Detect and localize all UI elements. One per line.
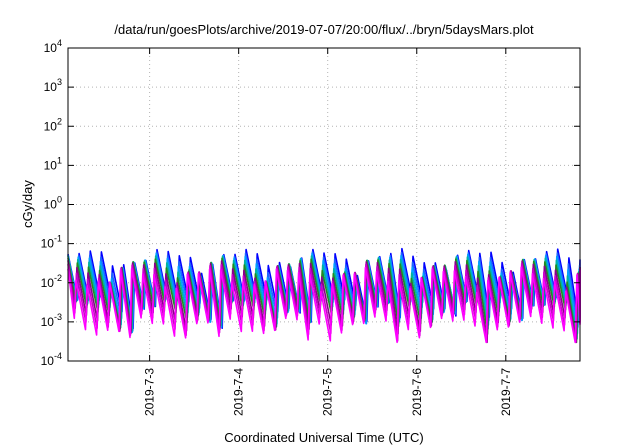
y-axis: 10-4 10-3 10-2 10-1 100 101 102 103 104 xyxy=(41,38,580,368)
y-tick-label: 100 xyxy=(44,195,62,212)
x-axis: 2019-7-3 2019-7-4 2019-7-5 2019-7-6 2019-7-7 xyxy=(143,48,513,416)
y-tick-label: 10-4 xyxy=(41,351,62,368)
y-tick-label: 104 xyxy=(44,38,62,55)
chart-title: /data/run/goesPlots/archive/2019-07-07/2… xyxy=(114,22,534,37)
x-tick-label: 2019-7-6 xyxy=(410,368,424,416)
x-tick-label: 2019-7-4 xyxy=(232,368,246,416)
y-tick-label: 10-2 xyxy=(41,273,62,290)
series-layer xyxy=(67,247,581,344)
x-tick-label: 2019-7-3 xyxy=(143,368,157,416)
y-tick-label: 101 xyxy=(44,155,62,172)
x-tick-label: 2019-7-5 xyxy=(321,368,335,416)
x-axis-label: Coordinated Universal Time (UTC) xyxy=(224,430,423,445)
series-line xyxy=(67,266,581,344)
y-tick-label: 10-3 xyxy=(41,312,62,329)
y-tick-label: 10-1 xyxy=(41,234,62,251)
y-tick-label: 103 xyxy=(44,77,62,94)
y-axis-label: cGy/day xyxy=(20,180,35,228)
grid xyxy=(68,48,580,361)
x-tick-label: 2019-7-7 xyxy=(499,368,513,416)
y-tick-label: 102 xyxy=(44,116,62,133)
